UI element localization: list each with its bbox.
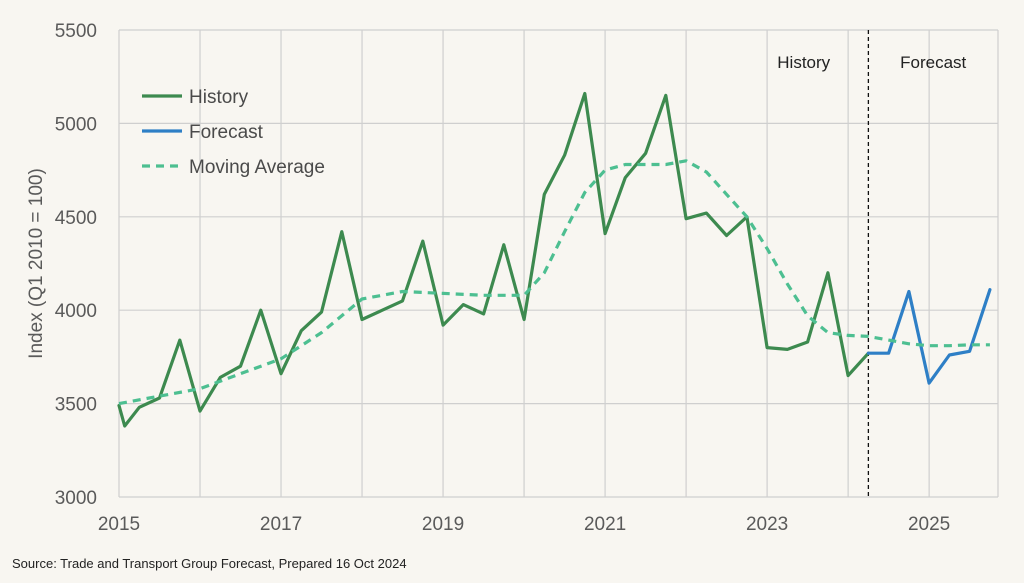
legend-label: History bbox=[189, 87, 249, 108]
x-tick-label: 2019 bbox=[422, 514, 464, 535]
source-note: Source: Trade and Transport Group Foreca… bbox=[12, 556, 407, 571]
series-lines bbox=[117, 91, 992, 428]
x-tick-label: 2017 bbox=[260, 514, 302, 535]
legend-label: Moving Average bbox=[189, 157, 325, 178]
x-tick-label: 2021 bbox=[584, 514, 626, 535]
x-tick-label: 2025 bbox=[908, 514, 950, 535]
series-line-moving-average bbox=[118, 159, 990, 406]
series-line-forecast bbox=[866, 288, 992, 385]
history-region-label: History bbox=[777, 53, 830, 72]
y-tick-label: 3500 bbox=[55, 395, 97, 416]
y-tick-label: 4500 bbox=[55, 208, 97, 229]
y-tick-label: 3000 bbox=[55, 488, 97, 509]
x-tick-label: 2015 bbox=[98, 514, 140, 535]
grid bbox=[118, 29, 999, 498]
x-tick-label: 2023 bbox=[746, 514, 788, 535]
y-axis-label: Index (Q1 2010 = 100) bbox=[26, 168, 47, 359]
legend: History Forecast Moving Average bbox=[142, 87, 325, 178]
y-axis-ticks: 3000 3500 4000 4500 5000 5500 bbox=[55, 21, 97, 509]
y-tick-label: 4000 bbox=[55, 301, 97, 322]
series-line-history bbox=[117, 91, 871, 428]
y-tick-label: 5000 bbox=[55, 114, 97, 135]
legend-label: Forecast bbox=[189, 122, 264, 143]
y-tick-label: 5500 bbox=[55, 21, 97, 42]
x-axis-ticks: 2015 2017 2019 2021 2023 2025 bbox=[98, 514, 950, 535]
forecast-region-label: Forecast bbox=[900, 53, 966, 72]
